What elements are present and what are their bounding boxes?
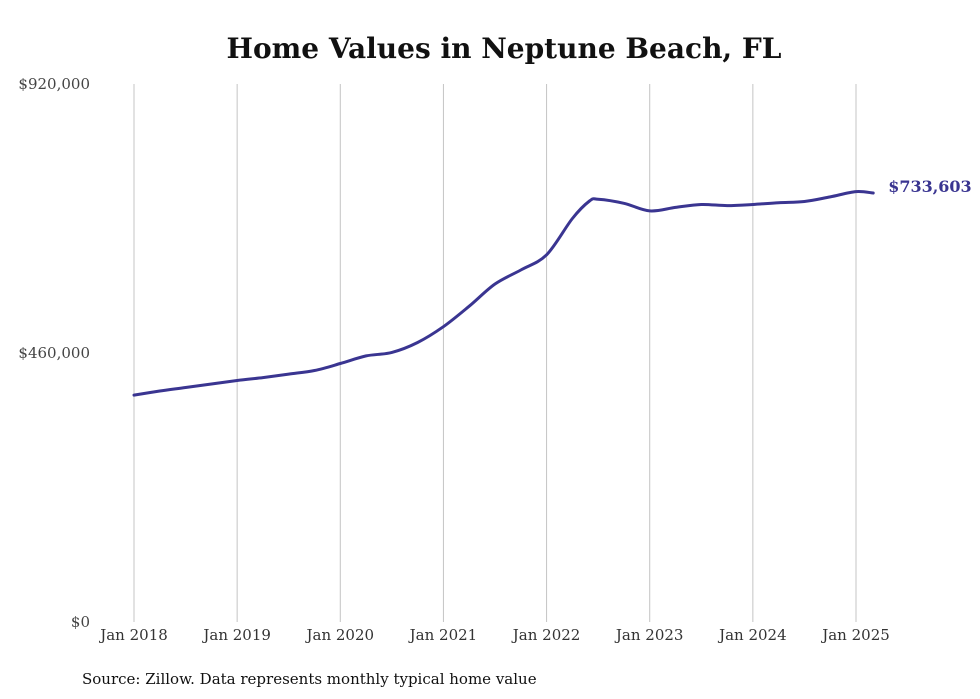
x-tick-label: Jan 2018 xyxy=(98,626,168,644)
chart-title: Home Values in Neptune Beach, FL xyxy=(227,32,782,65)
x-tick-label: Jan 2024 xyxy=(717,626,787,644)
series-layer: $733,603 xyxy=(132,177,972,397)
gridlines xyxy=(133,84,857,622)
end-value-label: $733,603 xyxy=(888,177,972,196)
x-tick-label: Jan 2022 xyxy=(511,626,581,644)
x-axis-ticks: Jan 2018 Jan 2019 Jan 2020 Jan 2021 Jan 2022… xyxy=(98,626,890,644)
y-axis-ticks: $0 $460,000 $920,000 xyxy=(18,75,90,631)
series-line xyxy=(132,189,875,397)
y-tick-label: $0 xyxy=(71,613,90,631)
x-tick-label: Jan 2021 xyxy=(408,626,478,644)
x-tick-label: Jan 2025 xyxy=(820,626,890,644)
y-tick-label: $460,000 xyxy=(18,344,90,362)
x-tick-label: Jan 2020 xyxy=(305,626,375,644)
source-note: Source: Zillow. Data represents monthly … xyxy=(82,670,537,688)
x-tick-label: Jan 2019 xyxy=(201,626,271,644)
x-tick-label: Jan 2023 xyxy=(614,626,684,644)
y-tick-label: $920,000 xyxy=(18,75,90,93)
